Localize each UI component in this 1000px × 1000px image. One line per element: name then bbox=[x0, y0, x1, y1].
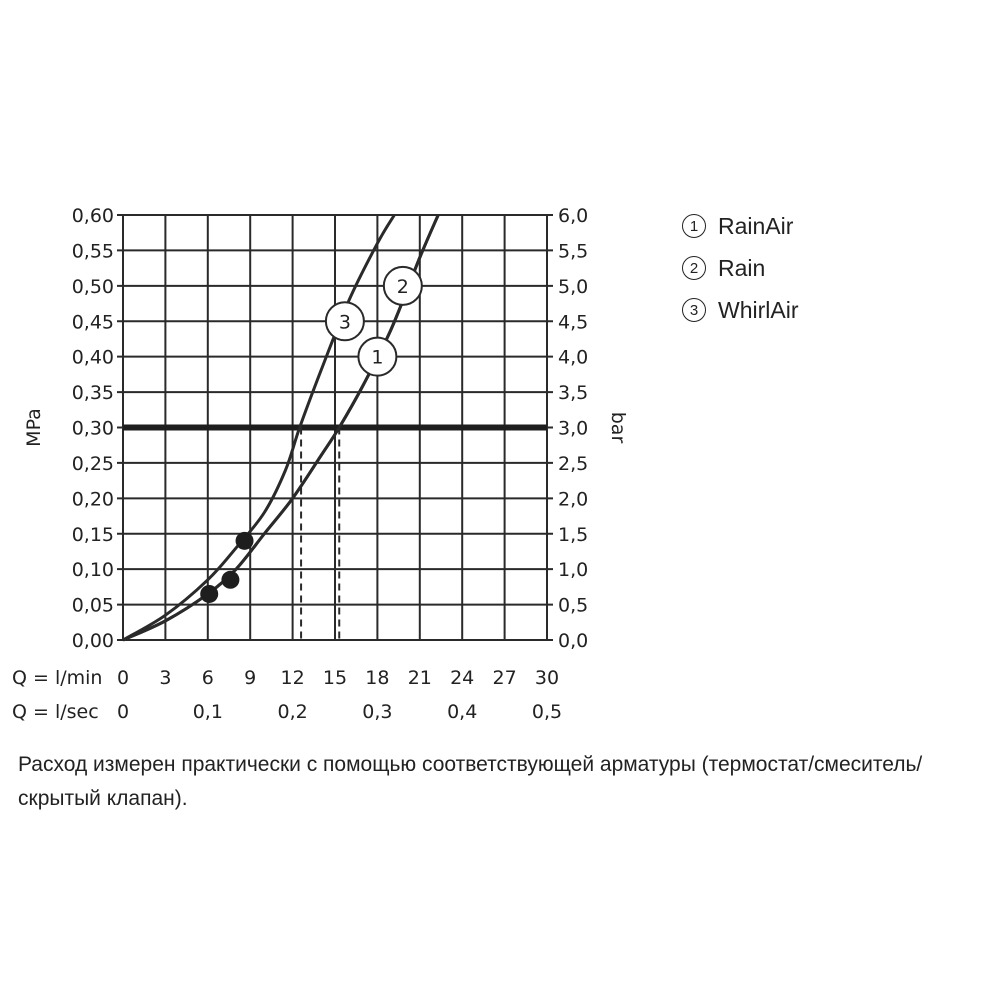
x-tick-label-lsec: 0,5 bbox=[532, 701, 562, 723]
y-tick-label-mpa: 0,55 bbox=[72, 240, 114, 262]
legend-number-3: 3 bbox=[682, 298, 706, 322]
y-tick-label-bar: 4,5 bbox=[558, 311, 588, 333]
y-tick-label-mpa: 0,20 bbox=[72, 488, 114, 510]
series-label-2: 2 bbox=[397, 276, 409, 298]
y-tick-label-bar: 0,0 bbox=[558, 630, 588, 652]
y-tick-label-bar: 2,5 bbox=[558, 453, 588, 475]
x-tick-label-lmin: 6 bbox=[202, 667, 214, 689]
x-tick-label-lsec: 0,2 bbox=[277, 701, 307, 723]
legend-number-1: 1 bbox=[682, 214, 706, 238]
series-label-1: 1 bbox=[371, 347, 383, 369]
x-tick-label-lsec: 0,1 bbox=[193, 701, 223, 723]
x-tick-label-lsec: 0,3 bbox=[362, 701, 392, 723]
y-tick-label-mpa: 0,40 bbox=[72, 347, 114, 369]
x-tick-label-lmin: 30 bbox=[535, 667, 559, 689]
series-label-3: 3 bbox=[339, 311, 351, 333]
x-tick-label-lmin: 3 bbox=[159, 667, 171, 689]
legend-label-rainair: RainAir bbox=[718, 212, 794, 239]
y-tick-label-bar: 0,5 bbox=[558, 595, 588, 617]
y-tick-label-mpa: 0,25 bbox=[72, 453, 114, 475]
series-label-circle-3 bbox=[324, 301, 365, 342]
y-tick-label-bar: 5,5 bbox=[558, 240, 588, 262]
x-axis-title-lmin: Q = l/min bbox=[12, 667, 102, 689]
x-tick-label-lmin: 12 bbox=[281, 667, 305, 689]
legend-item-rain: 2 Rain bbox=[682, 247, 799, 289]
y-tick-label-bar: 3,0 bbox=[558, 418, 588, 440]
y-tick-label-bar: 3,5 bbox=[558, 382, 588, 404]
pressure-flow-chart: 1230,000,050,100,150,200,250,300,350,400… bbox=[12, 205, 629, 723]
series-label-circle-1 bbox=[357, 336, 398, 377]
x-tick-label-lmin: 15 bbox=[323, 667, 347, 689]
y-tick-label-mpa: 0,05 bbox=[72, 595, 114, 617]
legend-label-rain: Rain bbox=[718, 254, 766, 281]
measurement-note: Расход измерен практически с помощью соо… bbox=[18, 753, 923, 810]
y-tick-label-mpa: 0,60 bbox=[72, 205, 114, 227]
y-tick-label-bar: 1,5 bbox=[558, 524, 588, 546]
y-axis-title-left: MPa bbox=[23, 408, 45, 447]
y-tick-label-bar: 4,0 bbox=[558, 347, 588, 369]
minimum-pressure-point bbox=[221, 570, 240, 589]
x-tick-label-lsec: 0,4 bbox=[447, 701, 477, 723]
x-tick-label-lmin: 0 bbox=[117, 667, 129, 689]
legend-item-rainair: 1 RainAir bbox=[682, 205, 799, 247]
legend: 1 RainAir 2 Rain 3 WhirlAir bbox=[682, 205, 799, 331]
x-tick-label-lmin: 21 bbox=[408, 667, 432, 689]
legend-label-whirlair: WhirlAir bbox=[718, 296, 799, 323]
y-tick-label-mpa: 0,15 bbox=[72, 524, 114, 546]
x-axis-title-lsec: Q = l/sec bbox=[12, 701, 99, 723]
y-tick-label-mpa: 0,45 bbox=[72, 311, 114, 333]
x-tick-label-lmin: 18 bbox=[365, 667, 389, 689]
x-tick-label-lmin: 24 bbox=[450, 667, 474, 689]
y-tick-label-bar: 6,0 bbox=[558, 205, 588, 227]
y-tick-label-mpa: 0,00 bbox=[72, 630, 114, 652]
series-curve-3 bbox=[122, 214, 396, 642]
y-tick-label-mpa: 0,35 bbox=[72, 382, 114, 404]
legend-number-2: 2 bbox=[682, 256, 706, 280]
legend-item-whirlair: 3 WhirlAir bbox=[682, 289, 799, 331]
y-tick-label-mpa: 0,10 bbox=[72, 559, 114, 581]
minimum-pressure-point bbox=[200, 584, 219, 603]
x-tick-label-lmin: 27 bbox=[493, 667, 517, 689]
y-axis-title-right: bar bbox=[607, 412, 629, 444]
x-tick-label-lmin: 9 bbox=[244, 667, 256, 689]
y-tick-label-bar: 1,0 bbox=[558, 559, 588, 581]
y-tick-label-mpa: 0,30 bbox=[72, 418, 114, 440]
y-tick-label-mpa: 0,50 bbox=[72, 276, 114, 298]
y-tick-label-bar: 5,0 bbox=[558, 276, 588, 298]
series-label-circle-2 bbox=[382, 265, 423, 306]
minimum-pressure-point bbox=[235, 531, 254, 550]
y-tick-label-bar: 2,0 bbox=[558, 488, 588, 510]
x-tick-label-lsec: 0 bbox=[117, 701, 129, 723]
